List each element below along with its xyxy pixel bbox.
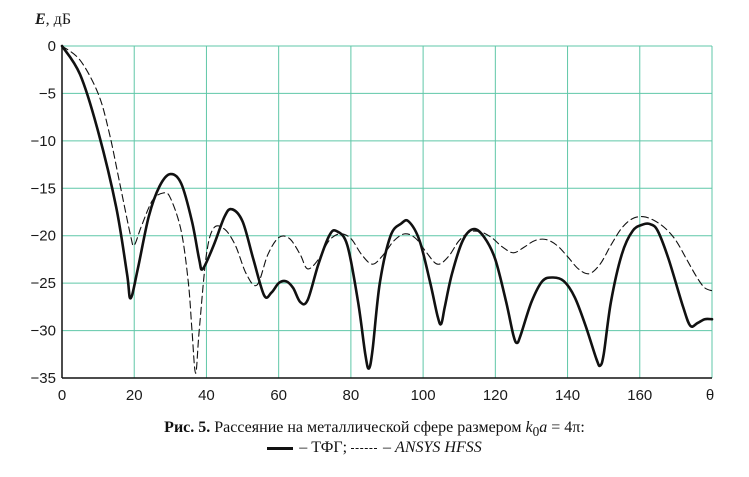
legend-dashed-swatch [351,447,378,449]
x-tick-label: 100 [411,387,436,404]
y-tick-label: −15 [31,180,56,197]
y-tick-label: −10 [31,133,56,150]
series-line-tfg [60,44,714,370]
caption-text: Рассеяние на металлической сфере размеро… [210,419,526,436]
chart: 0 20 40 60 80 100 120 140 160 0 −5 −10 −15 −20 −25 −30 −… [31,11,715,404]
y-tick-label: −35 [31,370,56,387]
y-tick-label: −30 [31,323,56,340]
axes [61,46,712,379]
x-axis-label: θ [706,387,714,404]
series-lines [60,44,714,374]
legend-dashed-label: – ANSYS HFSS [383,439,482,456]
x-tick-label: 20 [126,387,143,404]
y-tick-label: −5 [39,85,56,102]
y-axis-variable: E [34,11,46,28]
x-tick-label: 0 [58,387,66,404]
legend-solid-label: – ТФГ; [299,439,348,456]
x-tick-label: 160 [627,387,652,404]
legend: – ТФГ; – ANSYS HFSS [0,438,749,458]
formula-k-subscript: 0 [532,424,540,440]
formula-k: k [525,419,533,436]
legend-solid-swatch [267,446,294,450]
x-tick-label: 140 [555,387,580,404]
figure-label: Рис. 5. [164,419,211,436]
y-axis-label: E, дБ [34,11,71,28]
x-tick-label: 80 [343,387,360,404]
x-tick-label: 60 [270,387,287,404]
y-axis-unit: , дБ [46,11,71,28]
y-tick-label: 0 [48,38,56,55]
x-tick-label: 120 [483,387,508,404]
x-tick-label: 40 [198,387,215,404]
y-tick-label: −25 [31,275,56,292]
tick-labels: 0 20 40 60 80 100 120 140 160 0 −5 −10 −15 −20 −25 −30 −… [31,38,715,404]
formula-a: a [539,419,548,436]
series-line-ansys-hfss [61,45,713,374]
y-tick-label: −20 [31,228,56,245]
grid [62,45,713,378]
formula-rest: = 4π: [547,419,585,436]
figure-caption: Рис. 5. Рассеяние на металлической сфере… [0,418,749,442]
